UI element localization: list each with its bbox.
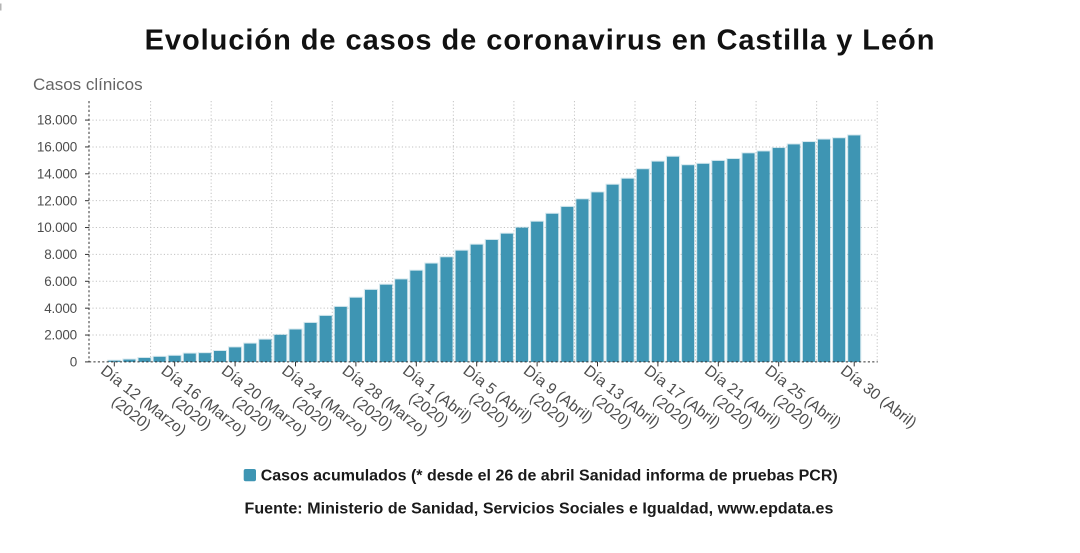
svg-text:2.000: 2.000	[44, 328, 77, 343]
svg-text:0: 0	[70, 355, 77, 370]
svg-text:18.000: 18.000	[37, 113, 77, 128]
svg-text:12.000: 12.000	[37, 193, 77, 208]
svg-text:Casos acumulados (* desde el 2: Casos acumulados (* desde el 26 de abril…	[261, 468, 838, 485]
svg-text:8.000: 8.000	[44, 247, 77, 262]
svg-text:14.000: 14.000	[37, 166, 77, 181]
svg-text:6.000: 6.000	[44, 274, 77, 289]
svg-text:Fuente: Ministerio de Sanidad,: Fuente: Ministerio de Sanidad, Servicios…	[245, 501, 834, 518]
svg-text:16.000: 16.000	[37, 140, 77, 155]
svg-text:10.000: 10.000	[37, 220, 77, 235]
svg-text:4.000: 4.000	[44, 301, 77, 316]
svg-text:Evolución de casos de coronavi: Evolución de casos de coronavirus en Cas…	[145, 25, 936, 57]
svg-text:Casos clínicos: Casos clínicos	[33, 75, 143, 94]
